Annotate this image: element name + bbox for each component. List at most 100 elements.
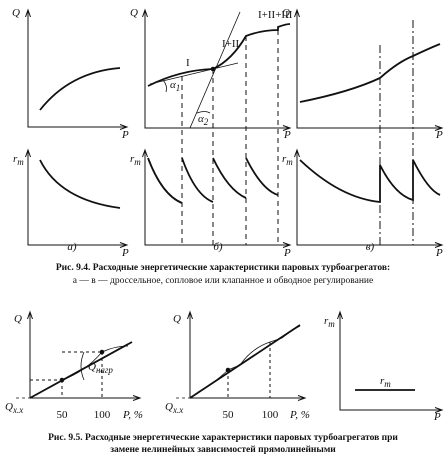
subscripted-label: Qx.x — [5, 401, 23, 415]
arrow — [142, 148, 148, 158]
arrow — [282, 125, 292, 131]
curve — [212, 157, 247, 199]
arrow — [434, 407, 444, 413]
label: I — [186, 57, 190, 69]
curve — [299, 159, 441, 203]
label: 100 — [262, 409, 279, 421]
curve — [39, 159, 121, 209]
label: P — [283, 247, 291, 259]
symbol: r — [380, 375, 385, 387]
subscript: x.x — [172, 405, 183, 415]
arrow — [25, 8, 31, 18]
arrow — [25, 148, 31, 158]
subscripted-label: α1 — [170, 79, 180, 93]
symbol: r — [130, 153, 135, 165]
label: Q — [282, 7, 290, 19]
symbol: Q — [5, 401, 13, 413]
axis — [144, 150, 290, 246]
line — [149, 62, 239, 85]
axis — [29, 312, 140, 399]
subscript: т — [286, 157, 293, 167]
brace — [80, 351, 85, 381]
arrow — [132, 395, 142, 401]
subscripted-label: Qнагр — [88, 361, 113, 375]
label: I+II — [222, 38, 240, 50]
label: P — [121, 247, 129, 259]
label: а) — [67, 241, 77, 253]
subscript: 2 — [204, 117, 209, 127]
symbol: r — [282, 153, 287, 165]
label: 100 — [94, 409, 111, 421]
symbol: r — [13, 153, 18, 165]
arrow — [142, 8, 148, 18]
label: P — [283, 129, 291, 141]
label: Q — [12, 7, 20, 19]
symbol: α — [170, 79, 176, 91]
curve — [39, 67, 121, 111]
label: P, % — [122, 409, 143, 421]
subscript: x.x — [12, 405, 23, 415]
label: замене нелинейных зависимостей прямолине… — [110, 444, 336, 455]
symbol: Q — [88, 361, 96, 373]
label: P — [121, 129, 129, 141]
label: P — [435, 129, 443, 141]
subscript: т — [134, 157, 141, 167]
arrow — [297, 395, 307, 401]
subscript: т — [384, 379, 391, 389]
arrow — [187, 310, 193, 320]
angle-arc — [162, 79, 167, 93]
axis — [339, 312, 442, 411]
axis — [296, 10, 442, 129]
subscripted-label: rт — [282, 153, 293, 167]
label: P — [435, 247, 443, 259]
label: I+II+III — [258, 9, 293, 21]
axis — [27, 150, 127, 246]
label: P — [433, 411, 441, 423]
arrow — [294, 8, 300, 18]
label: Q — [130, 7, 138, 19]
label: Рис. 9.4. Расходные энергетические харак… — [56, 262, 390, 273]
subscript: нагр — [96, 365, 113, 375]
arrow — [282, 242, 292, 248]
subscripted-label: rт — [13, 153, 24, 167]
subscripted-label: rт — [130, 153, 141, 167]
subscripted-label: α2 — [198, 113, 209, 127]
label: Q — [173, 313, 181, 325]
arrow — [337, 310, 343, 320]
subscripted-label: Qx.x — [165, 401, 183, 415]
curve — [245, 157, 279, 196]
label: Q — [14, 313, 22, 325]
arrow — [27, 310, 33, 320]
subscripted-label: rт — [324, 315, 335, 329]
symbol: r — [324, 315, 329, 327]
label: Рис. 9.5. Расходные энергетические харак… — [48, 432, 398, 443]
symbol: α — [198, 113, 204, 125]
axis — [27, 10, 127, 128]
curve — [147, 23, 291, 87]
arrow — [434, 242, 444, 248]
subscripted-label: rт — [380, 375, 391, 389]
axis — [189, 312, 305, 399]
label: 50 — [57, 409, 69, 421]
angle-arc — [196, 111, 211, 114]
arrow — [294, 148, 300, 158]
curve — [181, 157, 214, 203]
label: 50 — [223, 409, 235, 421]
curve — [299, 43, 441, 103]
label: P, % — [289, 409, 310, 421]
caption-subtitle: а — в — дроссельное, сопловое или клапан… — [73, 275, 373, 286]
subscript: 1 — [176, 83, 181, 93]
curve — [197, 325, 301, 393]
symbol: Q — [165, 401, 173, 413]
axis — [144, 10, 290, 129]
label: в) — [366, 241, 375, 253]
axis — [296, 150, 442, 246]
subscript: т — [328, 319, 335, 329]
label: б) — [213, 241, 223, 253]
arrow — [119, 242, 129, 248]
curve — [147, 157, 183, 204]
subscript: т — [17, 157, 24, 167]
arrow — [119, 124, 129, 130]
arrow — [434, 125, 444, 131]
